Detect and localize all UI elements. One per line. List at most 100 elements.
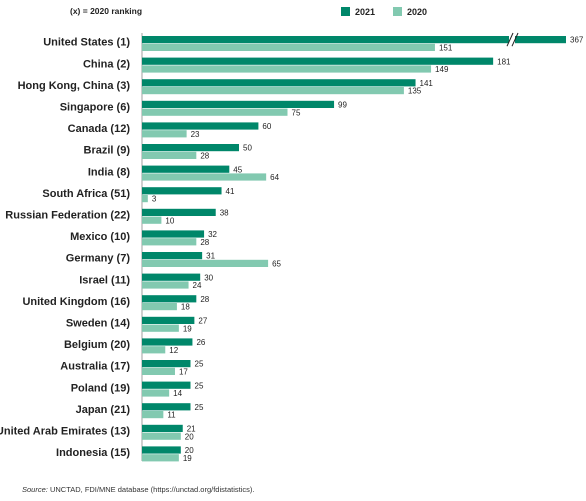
bar-2020-belgium-20	[142, 346, 166, 354]
category-label-united-arab-emirates-13: United Arab Emirates (13)	[0, 426, 130, 438]
bar-2020-germany-7	[142, 259, 269, 267]
category-label-sweden-14: Sweden (14)	[66, 318, 131, 330]
bar-2021-canada-12	[142, 122, 259, 130]
value-label-2020-australia-17: 17	[179, 368, 188, 377]
category-label-indonesia-15: Indonesia (15)	[56, 447, 130, 459]
category-label-united-kingdom-16: United Kingdom (16)	[22, 296, 130, 308]
source-note: Source: UNCTAD, FDI/MNE database (https:…	[22, 485, 254, 494]
value-label-2020-united-states-1: 151	[439, 44, 453, 53]
category-label-belgium-20: Belgium (20)	[64, 339, 130, 351]
value-label-2020-belgium-20: 12	[169, 346, 178, 355]
category-label-hong-kong-china-3: Hong Kong, China (3)	[18, 80, 131, 92]
value-label-2021-australia-17: 25	[195, 360, 204, 369]
bar-2021-germany-7	[142, 252, 203, 260]
bar-2020-mexico-10	[142, 238, 197, 246]
category-label-mexico-10: Mexico (10)	[70, 231, 130, 243]
bar-2021-united-states-1	[142, 36, 566, 44]
bar-2020-united-arab-emirates-13	[142, 432, 181, 440]
bar-2021-australia-17	[142, 360, 191, 368]
axis-break-gap	[509, 33, 515, 47]
legend: 2021 2020	[341, 7, 427, 17]
value-label-2020-sweden-14: 19	[183, 324, 192, 333]
value-label-2020-south-africa-51: 3	[152, 195, 157, 204]
legend-label-2020: 2020	[407, 7, 427, 17]
bar-2020-indonesia-15	[142, 454, 179, 462]
value-label-2021-hong-kong-china-3: 141	[420, 79, 434, 88]
bar-2020-canada-12	[142, 130, 187, 138]
value-label-2020-russian-federation-22: 10	[165, 216, 174, 225]
value-label-2021-south-africa-51: 41	[226, 187, 235, 196]
value-label-2021-singapore-6: 99	[338, 101, 347, 110]
legend-label-2021: 2021	[355, 7, 375, 17]
value-label-2020-united-kingdom-16: 18	[181, 303, 190, 312]
bar-2021-indonesia-15	[142, 446, 181, 454]
bar-2020-sweden-14	[142, 324, 179, 332]
value-label-2021-india-8: 45	[233, 165, 242, 174]
value-label-2021-brazil-9: 50	[243, 144, 252, 153]
category-label-russian-federation-22: Russian Federation (22)	[5, 210, 130, 222]
value-label-2020-israel-11: 24	[193, 281, 202, 290]
value-label-2021-germany-7: 31	[206, 252, 215, 261]
bar-2020-australia-17	[142, 367, 175, 375]
category-label-japan-21: Japan (21)	[76, 404, 131, 416]
bar-2021-south-africa-51	[142, 187, 222, 195]
bar-2021-united-arab-emirates-13	[142, 424, 183, 432]
category-label-brazil-9: Brazil (9)	[84, 145, 131, 157]
bar-2021-belgium-20	[142, 338, 193, 346]
source-text: UNCTAD, FDI/MNE database (https://unctad…	[50, 485, 255, 494]
axis-break-mark	[511, 32, 519, 47]
bar-2021-singapore-6	[142, 100, 335, 108]
value-label-2021-united-arab-emirates-13: 21	[187, 425, 196, 434]
value-label-2020-canada-12: 23	[191, 130, 200, 139]
value-label-2021-russian-federation-22: 38	[220, 209, 229, 218]
category-label-china-2: China (2)	[83, 58, 130, 70]
axis-break-mark	[506, 32, 514, 47]
value-label-2021-mexico-10: 32	[208, 230, 217, 239]
bar-2021-poland-19	[142, 381, 191, 389]
source-label: Source:	[22, 485, 48, 494]
bar-2021-russian-federation-22	[142, 208, 216, 216]
bar-2020-india-8	[142, 173, 267, 181]
bar-2020-israel-11	[142, 281, 189, 289]
bar-2021-sweden-14	[142, 316, 195, 324]
bar-2021-japan-21	[142, 403, 191, 411]
bar-2021-india-8	[142, 165, 230, 173]
value-label-2020-japan-21: 11	[167, 411, 176, 420]
bar-2021-china-2	[142, 57, 494, 65]
value-label-2021-belgium-20: 26	[196, 338, 205, 347]
bar-2020-poland-19	[142, 389, 170, 397]
category-label-germany-7: Germany (7)	[66, 253, 131, 265]
bar-2021-brazil-9	[142, 144, 239, 152]
value-label-2020-china-2: 149	[435, 65, 449, 74]
bar-2021-united-kingdom-16	[142, 295, 197, 303]
value-label-2020-singapore-6: 75	[292, 108, 301, 117]
bar-2020-brazil-9	[142, 151, 197, 159]
bar-2020-japan-21	[142, 411, 164, 419]
bar-2020-united-states-1	[142, 43, 435, 51]
bar-2020-south-africa-51	[142, 195, 148, 203]
bar-2020-china-2	[142, 65, 432, 73]
value-label-2020-brazil-9: 28	[200, 152, 209, 161]
value-label-2020-hong-kong-china-3: 135	[408, 87, 422, 96]
bar-2020-russian-federation-22	[142, 216, 162, 224]
value-label-2021-china-2: 181	[497, 57, 511, 66]
category-label-israel-11: Israel (11)	[79, 274, 130, 286]
category-label-india-8: India (8)	[88, 166, 131, 178]
legend-swatch-2020	[393, 7, 402, 16]
value-label-2020-united-arab-emirates-13: 20	[185, 432, 194, 441]
value-label-2020-indonesia-15: 19	[183, 454, 192, 463]
value-label-2020-germany-7: 65	[272, 260, 281, 269]
bar-2020-united-kingdom-16	[142, 303, 177, 311]
category-label-south-africa-51: South Africa (51)	[42, 188, 130, 200]
bar-2021-hong-kong-china-3	[142, 79, 416, 87]
category-label-poland-19: Poland (19)	[71, 382, 131, 394]
value-label-2021-canada-12: 60	[262, 122, 271, 131]
bar-2020-singapore-6	[142, 108, 288, 116]
value-label-2021-japan-21: 25	[195, 403, 204, 412]
value-label-2021-poland-19: 25	[195, 381, 204, 390]
value-label-2020-poland-19: 14	[173, 389, 182, 398]
bar-2020-hong-kong-china-3	[142, 87, 404, 95]
value-label-2021-indonesia-15: 20	[185, 446, 194, 455]
bars-group: United States (1) 367 151 China (2) 181 149 Ho…	[0, 32, 584, 463]
